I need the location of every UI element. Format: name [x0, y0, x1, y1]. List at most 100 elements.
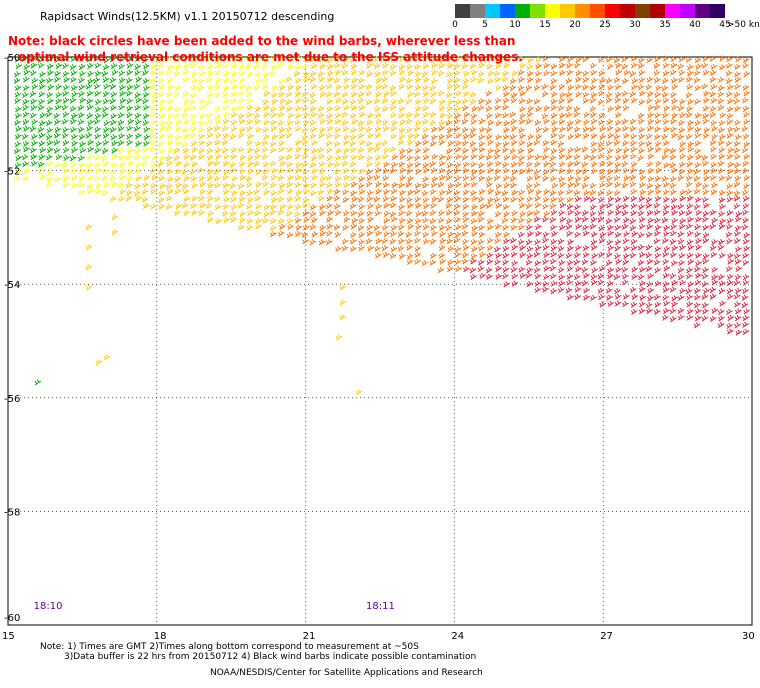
wind-barb	[654, 56, 661, 63]
wind-barb	[622, 273, 629, 280]
wind-barb	[534, 280, 542, 287]
wind-barb	[605, 259, 613, 267]
wind-barb	[142, 113, 150, 120]
wind-barb	[431, 62, 439, 69]
wind-barb	[311, 231, 319, 238]
wind-barb	[69, 155, 77, 162]
wind-barb	[134, 147, 142, 155]
wind-barb	[631, 273, 638, 280]
wind-barb	[295, 161, 303, 169]
wind-barb	[55, 153, 63, 161]
wind-barb	[70, 84, 78, 91]
wind-barb	[734, 230, 741, 237]
wind-barb	[214, 182, 222, 189]
wind-barb	[718, 153, 726, 160]
wind-barb	[621, 56, 629, 63]
wind-barb	[54, 161, 62, 169]
wind-barb	[46, 77, 53, 84]
wind-barb	[519, 112, 527, 120]
wind-barb	[526, 64, 534, 71]
wind-barb	[542, 237, 549, 244]
wind-barb	[350, 146, 357, 154]
wind-barb	[149, 126, 157, 133]
wind-barb	[334, 69, 342, 76]
wind-barb	[350, 223, 358, 230]
wind-barb	[358, 244, 365, 252]
wind-barb	[223, 188, 230, 196]
wind-barb	[150, 161, 158, 168]
wind-barb	[638, 308, 646, 315]
wind-barb	[351, 77, 359, 84]
wind-barb	[614, 167, 621, 174]
wind-barb	[687, 141, 695, 148]
wind-barb	[511, 125, 518, 132]
wind-barb	[557, 252, 565, 259]
wind-barb	[638, 133, 646, 140]
wind-barb	[334, 188, 341, 195]
wind-barb	[654, 175, 662, 182]
wind-barb	[637, 210, 645, 217]
wind-barb	[245, 63, 253, 70]
wind-barb	[382, 195, 390, 203]
wind-barb	[431, 153, 439, 160]
wind-barb	[422, 176, 430, 183]
wind-barb	[199, 202, 207, 209]
wind-barb	[607, 244, 615, 252]
wind-barb	[431, 69, 438, 76]
wind-barb	[302, 71, 310, 78]
wind-barb	[422, 111, 430, 118]
wind-barb	[621, 182, 629, 189]
wind-barb	[559, 181, 567, 188]
wind-barb	[670, 77, 678, 84]
wind-barb	[93, 55, 101, 62]
wind-barb	[566, 265, 574, 272]
wind-barb	[663, 162, 671, 169]
wind-barb	[470, 76, 478, 83]
wind-barb	[533, 168, 541, 176]
wind-barb	[702, 182, 709, 190]
wind-barb	[542, 139, 550, 147]
wind-barb	[175, 182, 183, 189]
wind-barb	[510, 196, 518, 203]
wind-barb	[709, 315, 717, 322]
wind-barb	[702, 118, 710, 125]
wind-barb	[718, 280, 726, 287]
wind-barb	[406, 83, 414, 91]
wind-barb	[406, 147, 414, 154]
wind-barb	[629, 125, 637, 133]
wind-barb	[743, 71, 751, 78]
wind-barb	[479, 126, 486, 133]
wind-barb	[742, 62, 750, 69]
wind-barb	[678, 209, 686, 217]
wind-barb	[461, 98, 469, 105]
wind-barb	[438, 244, 446, 251]
wind-barb	[214, 139, 222, 146]
wind-barb	[365, 140, 373, 147]
wind-barb	[695, 196, 702, 203]
wind-barb	[582, 132, 590, 139]
wind-barb	[239, 168, 246, 175]
wind-barb	[191, 161, 198, 168]
wind-barb	[295, 146, 303, 153]
wind-barb	[519, 132, 526, 140]
wind-barb	[431, 230, 438, 237]
wind-barb	[63, 175, 70, 182]
wind-barb	[375, 91, 382, 98]
wind-barb	[30, 160, 38, 167]
wind-barb	[574, 231, 581, 238]
wind-barb	[62, 55, 70, 62]
wind-barb	[357, 55, 365, 62]
wind-barb	[455, 153, 462, 161]
wind-barb	[126, 84, 134, 91]
wind-barb	[237, 132, 245, 139]
wind-barb	[198, 209, 205, 216]
wind-barb	[405, 118, 413, 125]
wind-barb	[158, 77, 165, 84]
wind-barb	[686, 70, 694, 77]
wind-barb	[406, 258, 414, 265]
wind-barb	[607, 267, 614, 274]
wind-barb	[662, 118, 670, 126]
wind-barb	[598, 119, 605, 126]
wind-barb	[207, 84, 214, 91]
wind-barb	[526, 280, 533, 288]
